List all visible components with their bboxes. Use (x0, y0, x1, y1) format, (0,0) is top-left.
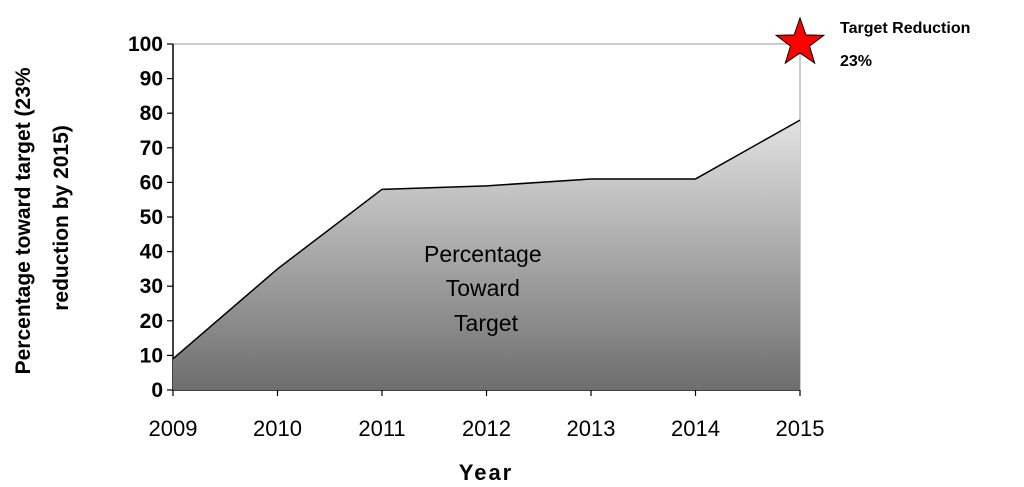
x-axis-label: Year (459, 460, 514, 485)
target-label: Target Reduction 23% (840, 20, 975, 70)
series-area (173, 120, 800, 391)
series-line (172, 119, 801, 360)
area-label: Percentage Toward Target (424, 241, 548, 336)
y-tick-label: 10 (140, 344, 163, 367)
x-tick-label: 2015 (776, 416, 825, 441)
y-tick-label: 20 (140, 310, 163, 333)
y-tick-label: 90 (140, 68, 163, 91)
x-tick-label: 2011 (358, 416, 405, 441)
y-axis-label: Percentage toward target (23% reduction … (12, 62, 73, 375)
y-tick-label: 40 (140, 241, 163, 264)
star-icon (774, 16, 826, 65)
x-tick-label: 2010 (253, 416, 302, 441)
x-tick-label: 2009 (149, 416, 198, 441)
y-tick-label: 60 (140, 171, 163, 194)
y-tick-label: 80 (140, 102, 163, 125)
x-tick-label: 2013 (567, 416, 616, 441)
y-tick-label: 0 (151, 379, 163, 402)
x-tick-label: 2012 (462, 416, 511, 441)
y-tick-label: 70 (140, 137, 163, 160)
y-axis-ticks: 0 10 20 30 40 50 60 70 80 90 100 (128, 33, 173, 402)
y-tick-label: 100 (128, 33, 163, 56)
x-axis-ticks: 2009 2010 2011 2012 2013 2014 2015 (149, 390, 825, 441)
y-tick-label: 30 (140, 275, 163, 298)
y-tick-label: 50 (140, 206, 163, 229)
x-tick-label: 2014 (671, 416, 720, 441)
